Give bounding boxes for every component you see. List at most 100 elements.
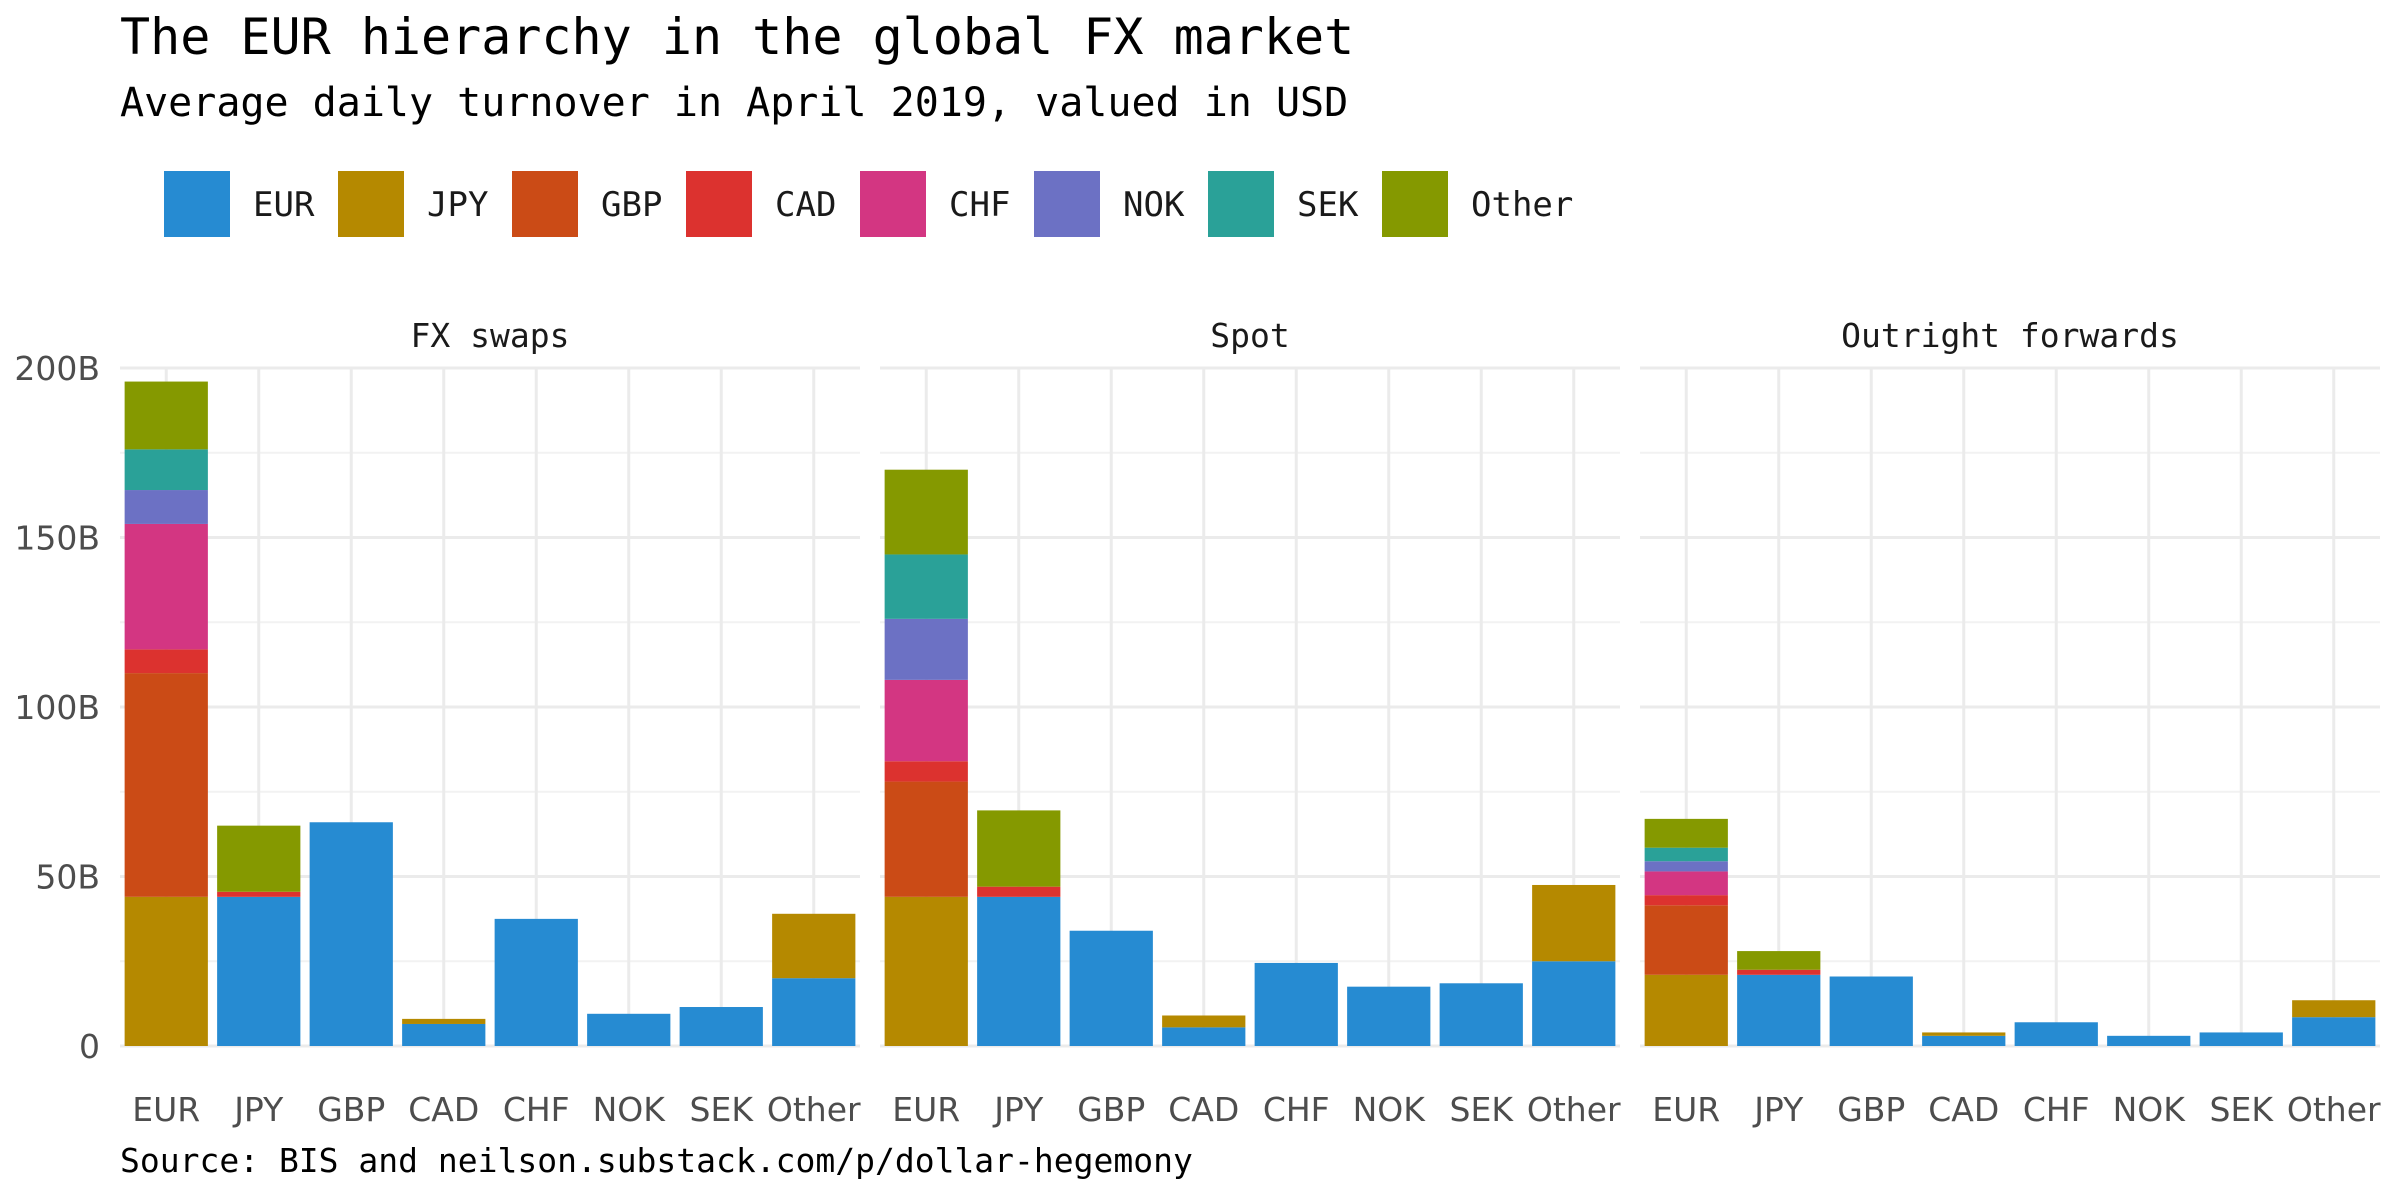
bar-segment-nok xyxy=(124,490,208,524)
bar-nok xyxy=(1347,986,1431,1046)
x-tick-label: EUR xyxy=(132,1090,200,1129)
bar-jpy xyxy=(217,825,301,1046)
legend-label: JPY xyxy=(427,185,488,225)
x-tick-label: GBP xyxy=(317,1090,385,1129)
y-tick-label: 100B xyxy=(14,688,100,727)
facet-panels: FX swaps EUR JPY GBP CAD CHF NOK SEK Other Spot EU… xyxy=(120,316,2381,1129)
bar-segment-chf xyxy=(124,523,208,650)
legend-key-gbp xyxy=(512,171,578,237)
legend-item-cad: CAD xyxy=(686,171,836,237)
bar-segment-jpy xyxy=(772,913,856,979)
bar-segment-eur xyxy=(587,1013,671,1046)
bar-cad xyxy=(1162,1015,1246,1046)
bar-segment-eur xyxy=(2107,1035,2191,1046)
chart-caption: Source: BIS and neilson.substack.com/p/d… xyxy=(120,1141,1193,1180)
bar-segment-other xyxy=(124,381,208,450)
x-tick-label: NOK xyxy=(2113,1090,2187,1129)
x-tick-label: SEK xyxy=(690,1090,755,1129)
bar-segment-other xyxy=(1737,951,1821,970)
bar-segment-eur xyxy=(1347,986,1431,1046)
bar-segment-cad xyxy=(217,891,301,897)
bar-segment-eur xyxy=(494,918,578,1046)
x-tick-label: CHF xyxy=(2023,1090,2090,1129)
legend-item-other: Other xyxy=(1382,171,1573,237)
legend-key-eur xyxy=(164,171,230,237)
legend-label: GBP xyxy=(601,185,662,225)
bar-gbp xyxy=(1069,930,1153,1046)
bar-segment-sek xyxy=(124,449,208,491)
legend-key-nok xyxy=(1034,171,1100,237)
panel-fx-swaps: FX swaps EUR JPY GBP CAD CHF NOK SEK Other xyxy=(120,316,861,1129)
bar-jpy xyxy=(1737,951,1821,1046)
x-tick-label: Other xyxy=(1527,1090,1621,1129)
legend-label: NOK xyxy=(1123,185,1185,225)
bar-cad xyxy=(1922,1032,2006,1046)
x-tick-label: CHF xyxy=(503,1090,570,1129)
bar-jpy xyxy=(977,810,1061,1046)
bar-segment-cad xyxy=(977,886,1061,897)
x-tick-label: CAD xyxy=(408,1090,479,1129)
legend-key-jpy xyxy=(338,171,404,237)
bar-segment-jpy xyxy=(2292,1000,2376,1018)
chart-subtitle: Average daily turnover in April 2019, va… xyxy=(120,80,1348,126)
bar-segment-jpy xyxy=(402,1018,486,1024)
bar-segment-eur xyxy=(1737,974,1821,1046)
bar-segment-eur xyxy=(1162,1027,1246,1046)
bar-nok xyxy=(587,1013,671,1046)
x-tick-label: SEK xyxy=(2210,1090,2275,1129)
chart-title: The EUR hierarchy in the global FX marke… xyxy=(120,8,1354,66)
bar-segment-nok xyxy=(1644,861,1728,872)
legend-label: EUR xyxy=(253,185,315,225)
x-tick-label: CAD xyxy=(1928,1090,1999,1129)
bar-segment-eur xyxy=(402,1023,486,1046)
bar-segment-chf xyxy=(1644,871,1728,896)
bar-segment-eur xyxy=(1254,962,1338,1046)
bar-segment-eur xyxy=(1439,983,1523,1046)
x-tick-label: Other xyxy=(767,1090,861,1129)
x-tick-label: NOK xyxy=(1353,1090,1427,1129)
legend-label: Other xyxy=(1471,185,1573,225)
bar-nok xyxy=(2107,1035,2191,1046)
bar-segment-gbp xyxy=(1644,905,1728,975)
bar-chf xyxy=(494,918,578,1046)
y-axis: 0 50B 100B 150B 200B xyxy=(14,349,100,1066)
bar-segment-other xyxy=(1644,818,1728,848)
legend-key-other xyxy=(1382,171,1448,237)
legend-key-chf xyxy=(860,171,926,237)
bar-gbp xyxy=(309,822,393,1046)
bar-segment-eur xyxy=(1532,961,1616,1046)
bar-chf xyxy=(1254,962,1338,1046)
bar-eur xyxy=(884,469,968,1046)
x-tick-label: CAD xyxy=(1168,1090,1239,1129)
bar-segment-other xyxy=(217,825,301,892)
bar-eur xyxy=(1644,818,1728,1046)
panel-spot: Spot EUR JPY GBP CAD CHF NOK SEK Other xyxy=(880,316,1621,1129)
bar-segment-other xyxy=(884,469,968,555)
bar-segment-jpy xyxy=(884,896,968,1046)
x-tick-label: JPY xyxy=(1752,1090,1804,1129)
legend-label: CAD xyxy=(775,185,836,225)
bar-segment-eur xyxy=(977,896,1061,1046)
legend-item-eur: EUR xyxy=(164,171,315,237)
bar-segment-eur xyxy=(2292,1017,2376,1046)
bar-other xyxy=(772,913,856,1046)
x-tick-label: CHF xyxy=(1263,1090,1330,1129)
x-tick-label: NOK xyxy=(593,1090,667,1129)
bar-eur xyxy=(124,381,208,1046)
bar-segment-gbp xyxy=(884,781,968,897)
bar-segment-eur xyxy=(309,822,393,1046)
x-tick-label: Other xyxy=(2287,1090,2381,1129)
bar-segment-jpy xyxy=(1162,1015,1246,1028)
bar-segment-jpy xyxy=(1644,974,1728,1046)
legend-item-chf: CHF xyxy=(860,171,1010,237)
bar-sek xyxy=(679,1007,763,1046)
bar-segment-eur xyxy=(679,1007,763,1046)
bar-segment-eur xyxy=(217,896,301,1046)
facet-strip-label: FX swaps xyxy=(411,316,570,355)
bar-segment-chf xyxy=(884,679,968,762)
bar-chf xyxy=(2014,1022,2098,1046)
legend: EUR JPY GBP CAD CHF NOK SEK Other xyxy=(164,171,1573,237)
legend-item-nok: NOK xyxy=(1034,171,1185,237)
y-tick-label: 0 xyxy=(79,1027,100,1066)
